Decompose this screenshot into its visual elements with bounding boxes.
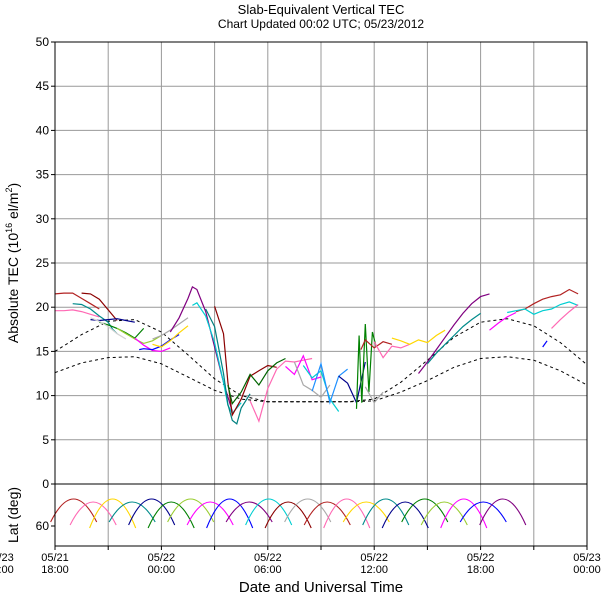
x-tick-date: 05/22 [254,552,282,564]
lat-track-arc [245,498,293,526]
tec-series-line [507,301,579,315]
tec-series-line [214,306,277,417]
tec-series-line [515,288,579,313]
x-tick-date: 05/23 [0,552,14,564]
main-grid [55,42,587,484]
main-y-axis-label: Absolute TEC (1016 el/m2) [4,183,21,343]
tec-series-line [134,337,171,353]
tec-series-line [311,361,348,405]
x-tick-date: 05/23 [573,552,601,564]
lat-y-ticks: 60 [36,519,55,533]
chart-title: Slab-Equivalent Vertical TEC [238,2,405,17]
tec-series-line [360,338,393,350]
tec-series-line [418,293,490,374]
lat-track-arc [128,498,176,526]
tec-series [54,286,579,425]
y-tick-label: 10 [36,389,50,403]
tec-series-line [72,303,118,335]
tec-series-line [489,311,517,331]
y-tick-label: 30 [36,212,50,226]
lat-series [50,498,527,529]
tec-series-line [364,386,384,404]
tec-series-line [426,312,481,365]
lat-track-arc [401,498,449,523]
y-tick-label: 15 [36,344,50,358]
tec-series-line [227,357,286,405]
x-tick-time: 18:00 [467,564,495,576]
lat-track-arc [479,498,527,526]
x-tick-time: 12:00 [360,564,388,576]
reference-curve [54,356,588,403]
lat-track-arc [167,498,215,523]
lat-track-arc [69,501,117,526]
tec-series-line [302,365,340,412]
lat-track-arc [323,498,371,529]
lat-track-arc [147,501,195,529]
lat-track-arc [264,501,312,529]
y-tick-label: 25 [36,256,50,270]
y-tick-label: 50 [36,35,50,49]
lat-track-arc [342,501,390,523]
tec-series-line [152,325,189,348]
chart-subtitle: Chart Updated 00:02 UTC; 05/23/2012 [218,17,424,31]
tec-series-line [54,292,100,310]
lat-track-arc [420,501,468,526]
y-tick-label: 45 [36,79,50,93]
main-y-ticks: 0 5 10 15 20 25 30 35 40 45 50 [36,35,55,491]
x-axis-label: Date and Universal Time [239,579,403,594]
tec-series-line [249,357,313,424]
lat-track-arc [284,498,332,523]
tec-series-line [205,308,251,425]
x-tick-time: 06:00 [254,564,282,576]
x-tick-time: 00:00 [148,564,176,576]
y-tick-label: 20 [36,300,50,314]
y-tick-label: 40 [36,123,50,137]
x-tick-date: 05/22 [467,552,495,564]
x-tick-date: 05/21 [41,552,69,564]
lat-track-arc [440,498,488,529]
lat-track-arc [206,498,254,529]
lat-track-arc [303,501,351,526]
tec-series-line [542,340,548,348]
tec-series-line [55,309,100,318]
lat-track-arc [225,501,273,523]
y-tick-label: 5 [42,433,49,447]
tec-series-line [169,286,233,412]
tec-series-line [81,292,118,321]
x-tick-date: 05/22 [148,552,176,564]
x-tick-time: 00:00 [573,564,601,576]
reference-curves [54,318,588,403]
lat-track-arc [459,501,507,523]
x-tick-time: 06:00 [0,564,14,576]
lat-track-arc [108,501,156,523]
tec-series-line [152,317,189,340]
tec-series-line [285,354,322,381]
x-tick-time: 18:00 [41,564,69,576]
tec-series-line [551,304,579,329]
lat-y-tick-label: 60 [36,519,50,533]
y-tick-label: 0 [42,477,49,491]
x-ticks: 05/2118:0005/2200:0005/2206:0005/2212:00… [0,546,601,576]
y-tick-label: 35 [36,168,50,182]
x-tick-date: 05/22 [360,552,388,564]
lat-track-arc [89,498,137,529]
tec-series-line [373,341,410,359]
tec-series-line [391,329,446,345]
tec-series-line [355,323,377,409]
lat-y-axis-label: Lat (deg) [5,487,21,543]
lat-track-arc [381,501,429,529]
tec-series-line [90,317,127,340]
lat-track-arc [362,498,410,526]
lat-track-arc [186,501,234,526]
